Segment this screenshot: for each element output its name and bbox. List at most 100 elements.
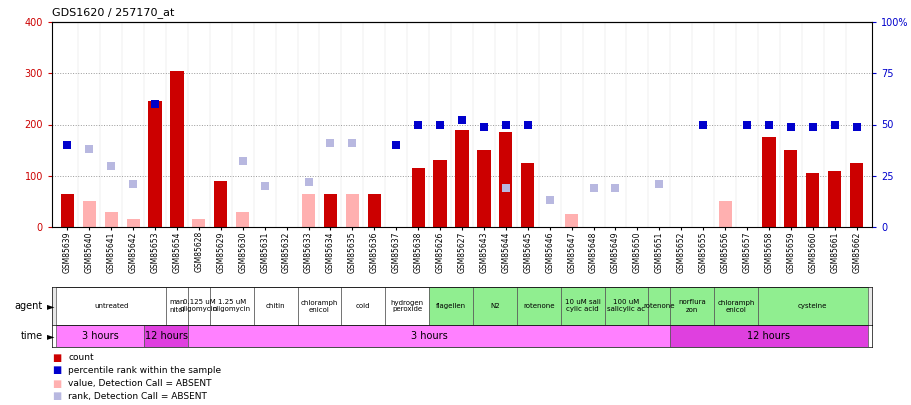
Bar <box>166 287 188 325</box>
Point <box>542 197 557 204</box>
Bar <box>192 220 205 227</box>
Point <box>235 158 250 165</box>
Bar <box>341 287 384 325</box>
Text: ■: ■ <box>52 352 61 362</box>
Bar <box>105 212 118 227</box>
Bar <box>670 325 866 347</box>
Point <box>126 181 140 187</box>
Bar <box>498 132 512 227</box>
Bar <box>670 287 713 325</box>
Point <box>257 183 271 189</box>
Bar <box>188 325 670 347</box>
Bar <box>517 287 560 325</box>
Bar <box>144 325 188 347</box>
Text: chloramph
enicol: chloramph enicol <box>717 300 754 313</box>
Bar <box>718 201 731 227</box>
Bar <box>429 287 473 325</box>
Text: ■: ■ <box>52 365 61 375</box>
Point <box>388 142 403 148</box>
Bar <box>520 163 534 227</box>
Text: chitin: chitin <box>265 303 285 309</box>
Text: 100 uM
salicylic ac: 100 uM salicylic ac <box>607 300 645 313</box>
Bar <box>345 194 359 227</box>
Bar <box>253 287 297 325</box>
Point <box>433 121 447 128</box>
Point <box>826 121 841 128</box>
Point <box>695 121 710 128</box>
Text: hydrogen
peroxide: hydrogen peroxide <box>390 300 424 313</box>
Bar <box>83 201 96 227</box>
Bar <box>560 287 604 325</box>
Point <box>739 121 753 128</box>
Bar <box>323 194 337 227</box>
Bar <box>214 181 227 227</box>
Text: time: time <box>21 331 43 341</box>
Text: percentile rank within the sample: percentile rank within the sample <box>68 366 221 375</box>
Text: count: count <box>68 353 94 362</box>
Point <box>322 140 337 146</box>
Bar <box>476 150 490 227</box>
Point <box>783 123 797 130</box>
Bar <box>148 101 161 227</box>
Point <box>520 121 535 128</box>
Point <box>60 142 75 148</box>
Text: value, Detection Call = ABSENT: value, Detection Call = ABSENT <box>68 379 211 388</box>
Bar <box>827 171 840 227</box>
Bar <box>713 287 757 325</box>
Text: untreated: untreated <box>94 303 128 309</box>
Bar <box>297 287 341 325</box>
Text: rank, Detection Call = ABSENT: rank, Detection Call = ABSENT <box>68 392 207 401</box>
Point <box>410 121 425 128</box>
Text: ►: ► <box>47 301 55 311</box>
Bar <box>210 287 253 325</box>
Bar <box>849 163 863 227</box>
Text: man
nitol: man nitol <box>169 300 185 313</box>
Bar <box>648 287 670 325</box>
Text: cysteine: cysteine <box>797 303 826 309</box>
Point <box>104 162 118 169</box>
Text: rotenone: rotenone <box>522 303 554 309</box>
Text: 3 hours: 3 hours <box>410 331 447 341</box>
Text: ►: ► <box>47 331 55 341</box>
Bar <box>473 287 517 325</box>
Bar <box>757 287 866 325</box>
Point <box>301 179 315 185</box>
Bar <box>805 173 818 227</box>
Text: ■: ■ <box>52 379 61 388</box>
Point <box>651 181 666 187</box>
Point <box>455 117 469 124</box>
Bar <box>56 325 144 347</box>
Bar <box>783 150 796 227</box>
Bar <box>367 194 381 227</box>
Point <box>608 185 622 191</box>
Text: 0.125 uM
oligomycin: 0.125 uM oligomycin <box>179 300 218 313</box>
Bar <box>302 194 315 227</box>
Point <box>344 140 359 146</box>
Text: rotenone: rotenone <box>643 303 674 309</box>
Bar <box>455 130 468 227</box>
Text: cold: cold <box>355 303 370 309</box>
Bar <box>411 168 425 227</box>
Text: 12 hours: 12 hours <box>144 331 188 341</box>
Text: 12 hours: 12 hours <box>747 331 790 341</box>
Bar <box>384 287 429 325</box>
Point <box>586 185 600 191</box>
Text: ■: ■ <box>52 392 61 401</box>
Point <box>498 185 513 191</box>
Bar <box>762 137 774 227</box>
Bar <box>188 287 210 325</box>
Bar <box>170 71 183 227</box>
Text: flagellen: flagellen <box>435 303 466 309</box>
Text: chloramph
enicol: chloramph enicol <box>301 300 338 313</box>
Bar <box>433 160 446 227</box>
Text: 1.25 uM
oligomycin: 1.25 uM oligomycin <box>212 300 251 313</box>
Point <box>804 123 819 130</box>
Bar <box>127 220 139 227</box>
Point <box>82 146 97 152</box>
Bar <box>56 287 166 325</box>
Text: norflura
zon: norflura zon <box>678 300 705 313</box>
Text: 10 uM sali
cylic acid: 10 uM sali cylic acid <box>564 300 599 313</box>
Bar <box>61 194 74 227</box>
Point <box>848 123 863 130</box>
Point <box>476 123 491 130</box>
